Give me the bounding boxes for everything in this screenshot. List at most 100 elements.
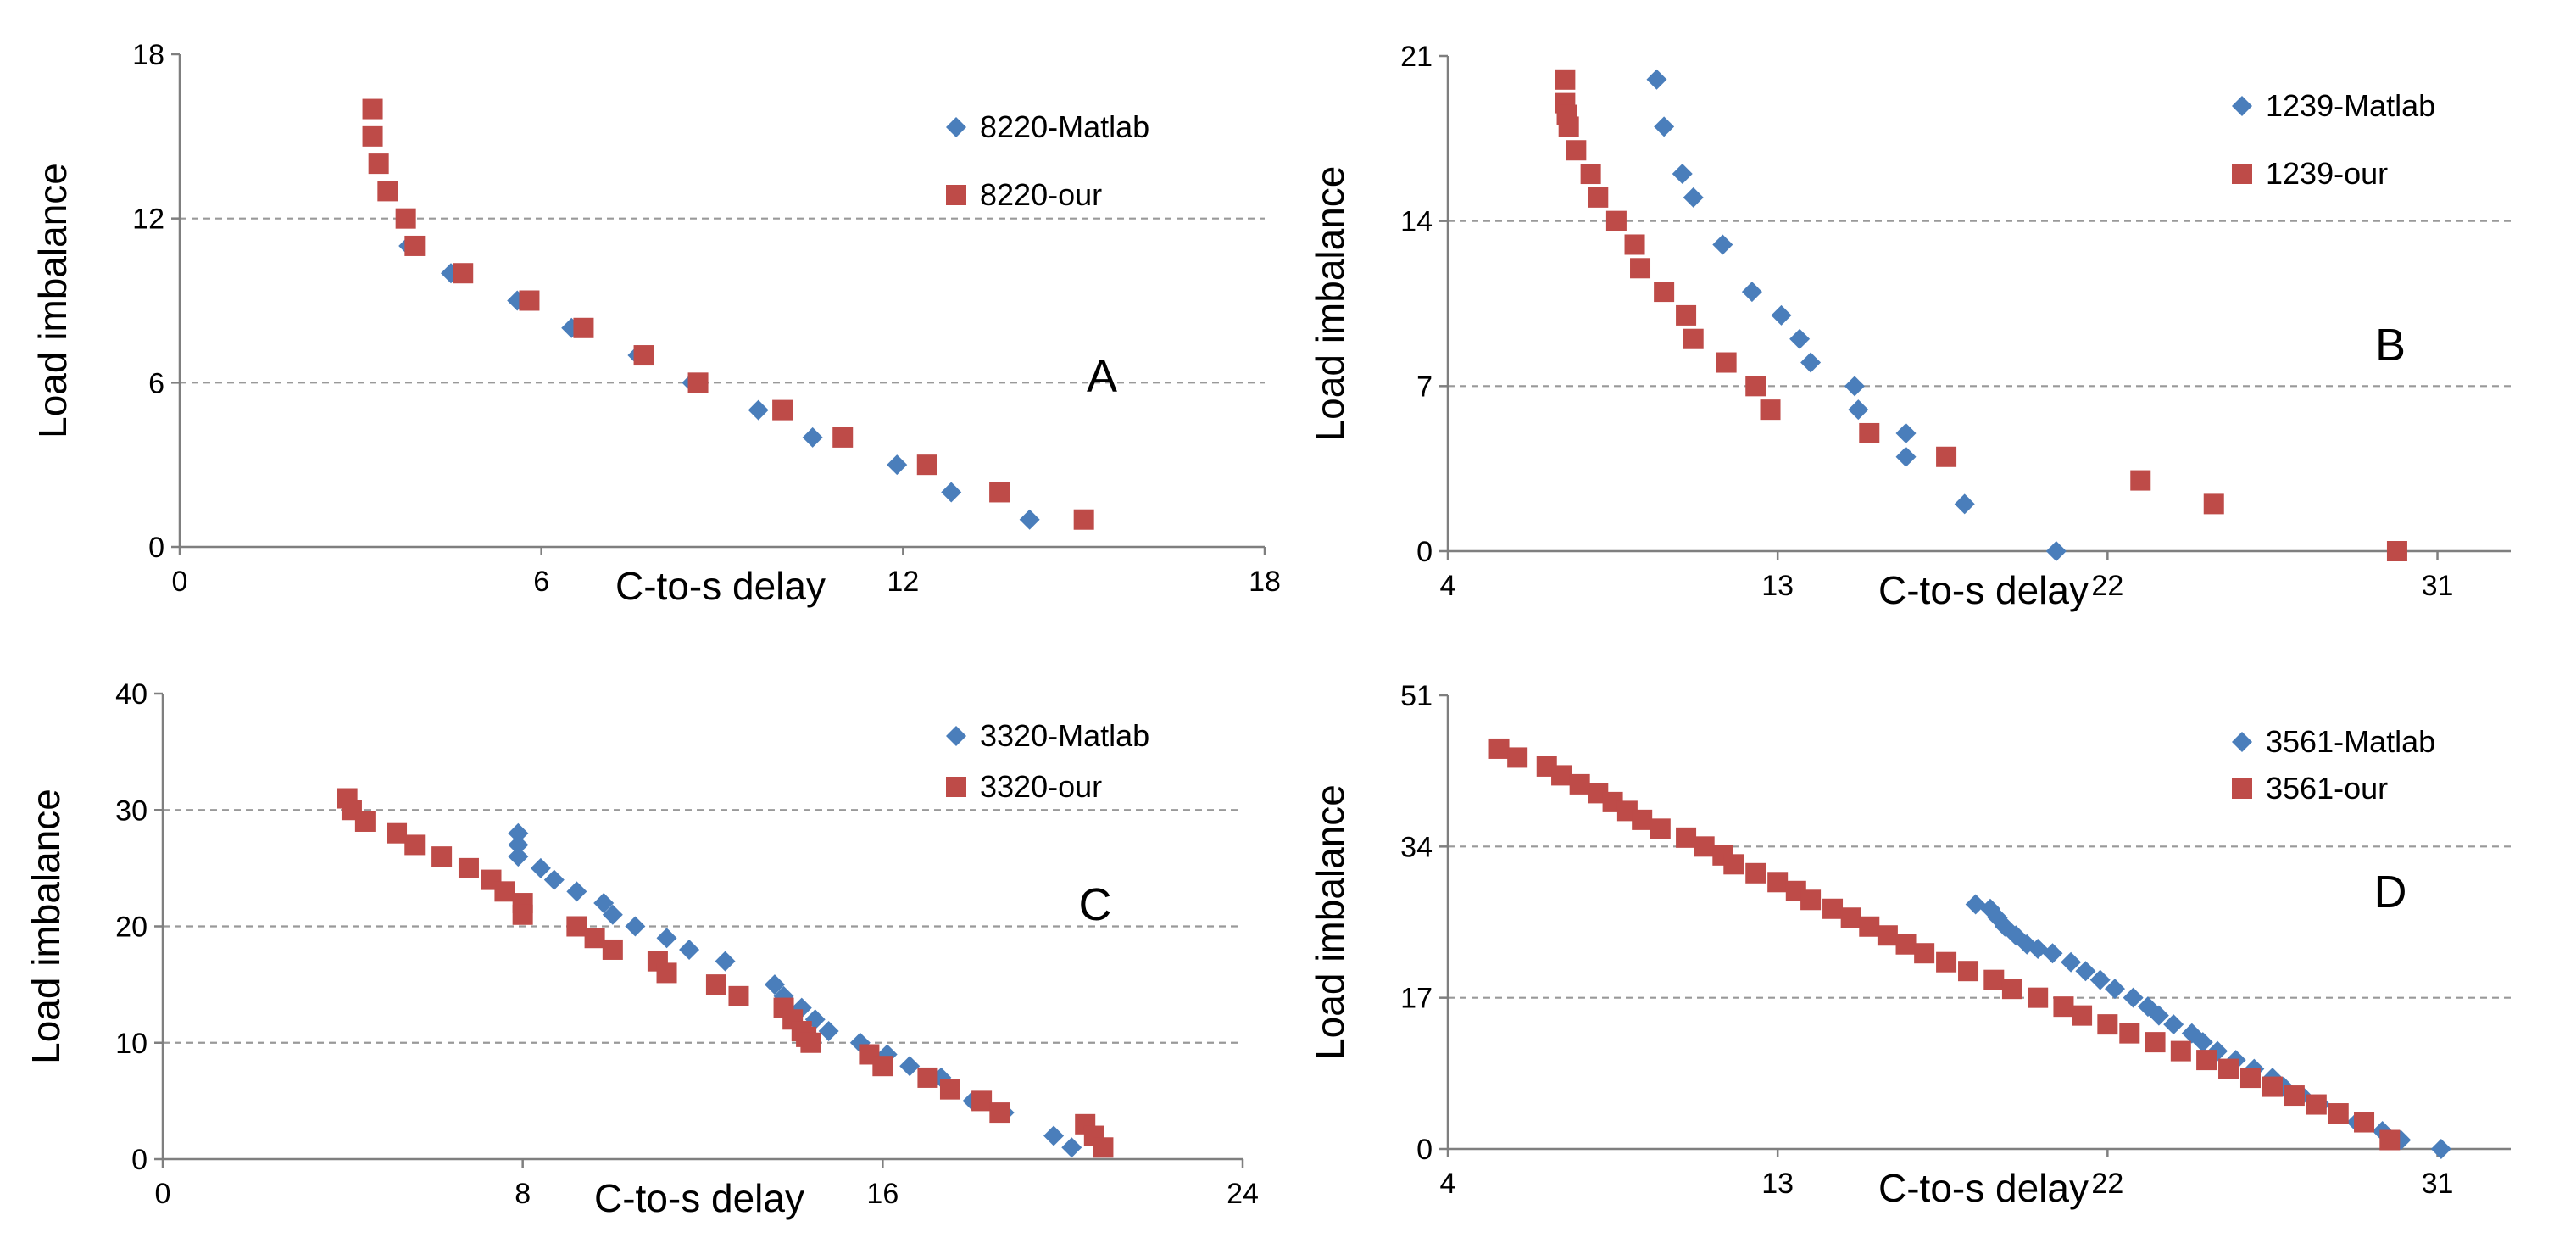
data-point bbox=[2328, 1103, 2349, 1124]
x-tick-label: 0 bbox=[172, 566, 188, 598]
y-axis-label: Load imbalance bbox=[24, 789, 68, 1064]
x-tick-label: 24 bbox=[1227, 1178, 1259, 1210]
y-tick-label: 0 bbox=[1416, 536, 1433, 568]
data-point bbox=[1061, 1137, 1082, 1158]
data-point bbox=[566, 916, 587, 937]
y-tick-label: 7 bbox=[1416, 371, 1433, 403]
data-point bbox=[2148, 1005, 2169, 1026]
x-tick-label: 0 bbox=[155, 1178, 171, 1210]
y-tick-label: 17 bbox=[1400, 983, 1433, 1015]
data-point bbox=[679, 939, 700, 960]
legend-marker bbox=[2232, 778, 2252, 799]
y-tick-label: 0 bbox=[148, 532, 164, 564]
data-point bbox=[395, 208, 416, 229]
x-tick-label: 4 bbox=[1440, 1168, 1456, 1200]
data-point bbox=[2192, 1032, 2213, 1053]
data-point bbox=[362, 125, 383, 147]
series-3561-our bbox=[1488, 738, 2401, 1151]
data-point bbox=[1019, 509, 1040, 530]
panel-label: D bbox=[2374, 867, 2407, 917]
x-tick-label: 31 bbox=[2422, 570, 2454, 602]
data-point bbox=[2104, 979, 2125, 1000]
data-point bbox=[705, 974, 726, 995]
data-point bbox=[543, 869, 565, 890]
series-3320-our bbox=[337, 788, 1114, 1158]
data-point bbox=[2061, 951, 2082, 973]
data-point bbox=[584, 928, 605, 949]
x-tick-label: 6 bbox=[533, 566, 549, 598]
data-point bbox=[1632, 809, 1653, 830]
data-point bbox=[1800, 352, 1822, 373]
chart-panel-b: 0 7 14 21 4 13 22 31 C-to-s delay Load imbalance 1… bbox=[1308, 41, 2511, 612]
data-point bbox=[971, 1090, 993, 1112]
series-3561-matlab bbox=[1965, 894, 2451, 1159]
data-point bbox=[1771, 304, 1792, 326]
data-point bbox=[1745, 376, 1766, 397]
data-point bbox=[387, 822, 408, 844]
y-tick-label: 0 bbox=[131, 1144, 147, 1176]
y-tick-label: 51 bbox=[1400, 680, 1433, 712]
data-point bbox=[2284, 1085, 2305, 1107]
data-point bbox=[1767, 872, 1789, 893]
x-tick-label: 16 bbox=[866, 1178, 899, 1210]
legend-label: 3561-our bbox=[2266, 771, 2388, 806]
data-point bbox=[656, 928, 677, 949]
data-point bbox=[1605, 210, 1627, 231]
data-point bbox=[1936, 951, 1957, 973]
data-point bbox=[2196, 1050, 2217, 1071]
data-point bbox=[530, 857, 551, 878]
data-point bbox=[1848, 399, 1869, 421]
chart-panel-d: 0 17 34 51 4 13 22 31 C-to-s delay Load imbalance… bbox=[1308, 680, 2511, 1210]
legend-label: 3320-our bbox=[980, 769, 1102, 804]
data-point bbox=[2386, 541, 2407, 561]
data-point bbox=[2045, 541, 2067, 561]
data-point bbox=[1936, 446, 1957, 467]
data-point bbox=[431, 846, 453, 867]
data-point bbox=[1723, 854, 1744, 875]
data-point bbox=[2130, 470, 2151, 491]
data-point bbox=[625, 916, 646, 937]
data-point bbox=[1745, 862, 1766, 884]
data-point bbox=[1822, 898, 1844, 919]
legend-marker bbox=[2232, 164, 2252, 184]
y-tick-label: 30 bbox=[115, 795, 147, 827]
data-point bbox=[1580, 164, 1601, 185]
data-point bbox=[818, 1021, 839, 1042]
data-point bbox=[1569, 773, 1590, 795]
legend-marker bbox=[946, 726, 966, 746]
data-point bbox=[872, 1056, 893, 1077]
data-point bbox=[1555, 69, 1576, 90]
data-point bbox=[764, 974, 785, 995]
data-point bbox=[728, 985, 749, 1006]
data-point bbox=[2028, 938, 2049, 959]
data-point bbox=[1558, 116, 1579, 137]
data-point bbox=[2239, 1068, 2261, 1089]
chart-panel-c: 0 10 20 30 40 0 8 16 24 C-to-s delay Load imbalanc… bbox=[24, 678, 1259, 1220]
data-point bbox=[1683, 187, 1704, 208]
y-tick-label: 34 bbox=[1400, 831, 1433, 863]
data-point bbox=[1683, 328, 1704, 349]
data-point bbox=[1965, 894, 1986, 915]
data-point bbox=[989, 482, 1010, 503]
data-point bbox=[899, 1056, 921, 1077]
data-point bbox=[512, 904, 533, 925]
data-point bbox=[2306, 1094, 2327, 1115]
legend-label: 1239-Matlab bbox=[2266, 88, 2435, 123]
data-point bbox=[2089, 969, 2111, 990]
y-tick-label: 21 bbox=[1400, 41, 1433, 73]
data-point bbox=[1588, 187, 1609, 208]
data-point bbox=[1043, 1125, 1065, 1146]
data-point bbox=[656, 962, 677, 984]
legend-label: 3561-Matlab bbox=[2266, 724, 2435, 759]
data-point bbox=[1859, 422, 1880, 443]
legend-marker bbox=[2232, 732, 2252, 752]
y-axis-label: Load imbalance bbox=[1308, 166, 1352, 442]
y-axis-label: Load imbalance bbox=[31, 163, 75, 438]
y-tick-label: 18 bbox=[132, 39, 164, 71]
legend-label: 8220-Matlab bbox=[980, 109, 1149, 144]
x-tick-label: 13 bbox=[1761, 1168, 1794, 1200]
x-tick-label: 31 bbox=[2422, 1168, 2454, 1200]
x-tick-label: 22 bbox=[2091, 1168, 2123, 1200]
x-tick-label: 18 bbox=[1249, 566, 1281, 598]
